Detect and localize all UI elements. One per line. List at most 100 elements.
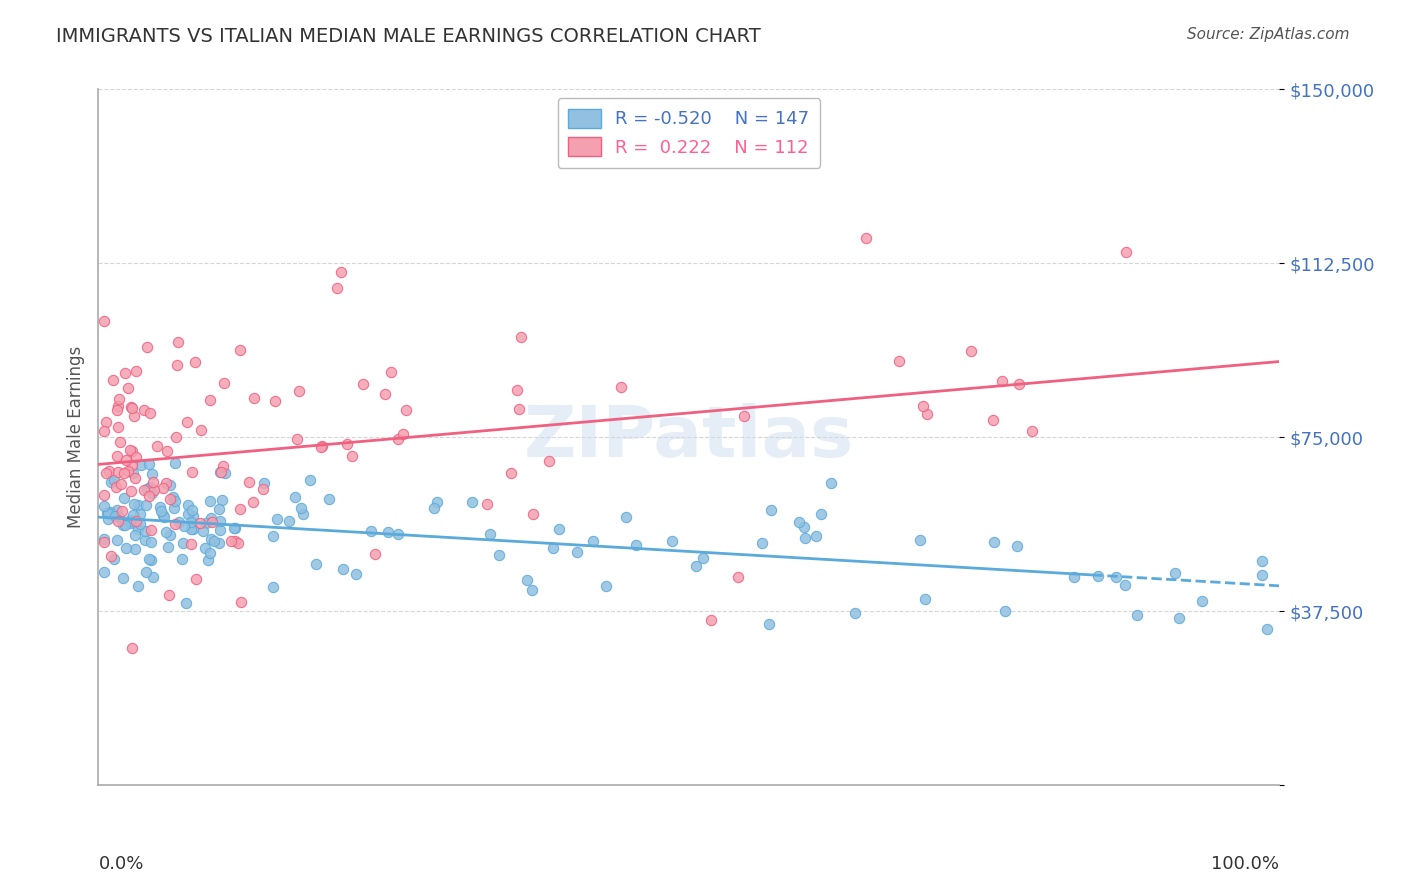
Point <box>149 500 172 515</box>
Point <box>727 570 749 584</box>
Point <box>152 508 174 522</box>
Point <box>165 494 187 508</box>
Point <box>122 497 145 511</box>
Point <box>915 407 938 421</box>
Point <box>100 475 122 489</box>
Point <box>243 391 266 405</box>
Point <box>180 502 202 516</box>
Point <box>124 450 146 464</box>
Point <box>219 533 242 548</box>
Point <box>118 442 141 457</box>
Y-axis label: Median Male Earnings: Median Male Earnings <box>66 346 84 528</box>
Point <box>159 478 181 492</box>
Point <box>547 522 569 536</box>
Point <box>166 359 188 373</box>
Point <box>162 490 184 504</box>
Point <box>93 566 115 580</box>
Point <box>165 430 187 444</box>
Point <box>97 464 120 478</box>
Point <box>991 374 1014 388</box>
Point <box>93 499 115 513</box>
Point <box>475 497 498 511</box>
Point <box>173 519 195 533</box>
Point <box>201 515 224 529</box>
Point <box>423 500 446 515</box>
Point <box>326 281 349 295</box>
Point <box>167 335 190 350</box>
Point <box>108 509 131 524</box>
Text: 100.0%: 100.0% <box>1212 855 1279 872</box>
Point <box>661 533 683 548</box>
Point <box>129 458 152 472</box>
Point <box>1164 566 1187 580</box>
Point <box>262 580 284 594</box>
Point <box>200 511 222 525</box>
Point <box>125 514 148 528</box>
Point <box>908 533 931 548</box>
Point <box>149 504 172 518</box>
Point <box>541 541 564 555</box>
Point <box>506 383 529 397</box>
Point <box>191 524 214 538</box>
Point <box>129 507 152 521</box>
Point <box>1105 569 1128 583</box>
Point <box>104 480 127 494</box>
Point <box>129 517 152 532</box>
Point <box>98 504 121 518</box>
Point <box>1007 539 1029 553</box>
Point <box>163 501 186 516</box>
Point <box>142 570 165 584</box>
Point <box>208 514 231 528</box>
Point <box>107 392 129 406</box>
Point <box>141 467 163 481</box>
Point <box>509 330 531 344</box>
Point <box>759 503 782 517</box>
Point <box>344 566 367 581</box>
Point <box>152 481 174 495</box>
Point <box>595 579 617 593</box>
Point <box>298 473 321 487</box>
Point <box>120 516 142 531</box>
Point <box>229 343 252 357</box>
Point <box>96 507 118 521</box>
Point <box>844 607 866 621</box>
Text: IMMIGRANTS VS ITALIAN MEDIAN MALE EARNINGS CORRELATION CHART: IMMIGRANTS VS ITALIAN MEDIAN MALE EARNIN… <box>56 27 761 45</box>
Point <box>103 373 125 387</box>
Point <box>170 552 193 566</box>
Point <box>959 343 981 358</box>
Point <box>111 518 134 533</box>
Point <box>1251 568 1274 582</box>
Point <box>1021 424 1043 438</box>
Point <box>212 376 235 391</box>
Text: Source: ZipAtlas.com: Source: ZipAtlas.com <box>1187 27 1350 42</box>
Point <box>1115 244 1137 259</box>
Point <box>114 452 136 467</box>
Point <box>111 571 134 585</box>
Point <box>139 480 162 494</box>
Point <box>139 552 162 566</box>
Point <box>117 464 139 478</box>
Point <box>426 494 449 508</box>
Point <box>127 498 149 512</box>
Point <box>1126 608 1149 623</box>
Point <box>153 510 176 524</box>
Point <box>134 524 156 538</box>
Point <box>103 551 125 566</box>
Point <box>228 536 250 550</box>
Point <box>387 432 409 446</box>
Point <box>107 419 129 434</box>
Point <box>806 529 828 543</box>
Point <box>124 527 146 541</box>
Point <box>96 415 118 429</box>
Point <box>335 437 357 451</box>
Point <box>1063 570 1085 584</box>
Point <box>180 537 202 551</box>
Point <box>537 454 560 468</box>
Point <box>155 475 177 490</box>
Point <box>167 515 190 529</box>
Point <box>100 549 122 563</box>
Point <box>132 483 155 497</box>
Point <box>793 531 815 545</box>
Point <box>520 583 543 598</box>
Point <box>121 401 143 415</box>
